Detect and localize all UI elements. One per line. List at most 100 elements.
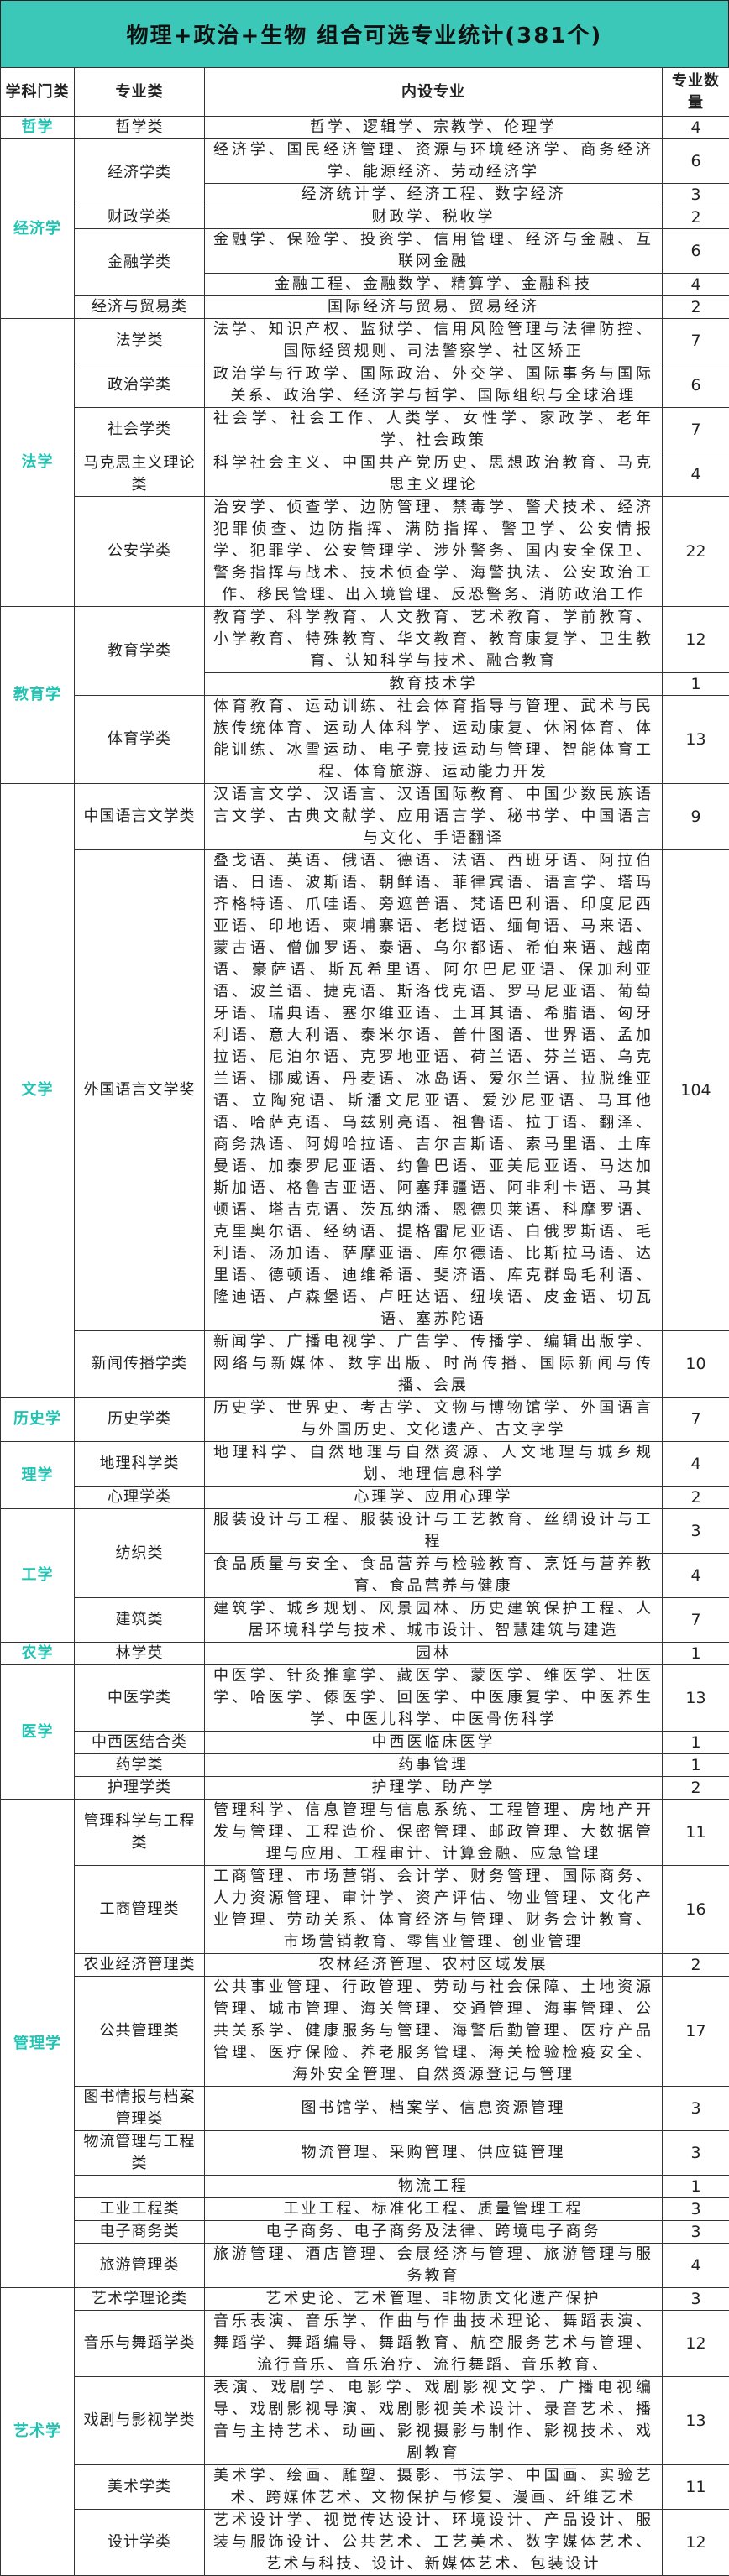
count-cell: 104 — [663, 850, 729, 1331]
majors-cell: 体育教育、运动训练、社会体育指导与管理、武术与民族传统体育、运动人体科学、运动康… — [205, 696, 663, 784]
count-cell: 1 — [663, 673, 729, 696]
table-row: 经济学经济学类经济学、国民经济管理、资源与环境经济学、商务经济学、能源经济、劳动… — [1, 139, 729, 184]
group-cell: 管理科学与工程类 — [75, 1800, 205, 1866]
majors-cell: 汉语言文学、汉语言、汉语国际教育、中国少数民族语言文学、古典文献学、应用语言学、… — [205, 784, 663, 850]
count-cell: 2 — [663, 1487, 729, 1509]
count-cell: 22 — [663, 497, 729, 607]
category-cell: 医学 — [1, 1665, 75, 1800]
count-cell: 3 — [663, 2131, 729, 2176]
count-cell: 3 — [663, 2087, 729, 2131]
group-cell: 地理科学类 — [75, 1442, 205, 1487]
majors-cell: 科学社会主义、中国共产党历史、思想政治教育、马克思主义理论 — [205, 452, 663, 497]
group-cell: 工业工程类 — [75, 2198, 205, 2221]
category-cell: 经济学 — [1, 139, 75, 319]
count-cell: 7 — [663, 408, 729, 452]
header-row: 学科门类 专业类 内设专业 专业数量 — [1, 68, 729, 117]
count-cell: 11 — [663, 2465, 729, 2510]
group-cell: 音乐与舞蹈学类 — [75, 2311, 205, 2377]
category-cell: 农学 — [1, 1643, 75, 1665]
count-cell: 7 — [663, 1598, 729, 1643]
count-cell: 10 — [663, 1331, 729, 1398]
count-cell: 2 — [663, 1777, 729, 1800]
table-row: 教育学教育学类教育学、科学教育、人文教育、艺术教育、学前教育、小学教育、特殊教育… — [1, 607, 729, 673]
category-cell: 工学 — [1, 1509, 75, 1643]
majors-cell: 护理学、助产学 — [205, 1777, 663, 1800]
majors-cell: 园林 — [205, 1643, 663, 1665]
majors-cell: 音乐表演、音乐学、作曲与作曲技术理论、舞蹈表演、舞蹈学、舞蹈编导、舞蹈教育、航空… — [205, 2311, 663, 2377]
count-cell: 6 — [663, 139, 729, 184]
group-cell: 设计学类 — [75, 2510, 205, 2576]
majors-cell: 治安学、侦查学、边防管理、禁毒学、警犬技术、经济犯罪侦查、边防指挥、满防指挥、警… — [205, 497, 663, 607]
count-cell: 6 — [663, 229, 729, 274]
group-cell: 公共管理类 — [75, 1977, 205, 2087]
table-row: 公安学类治安学、侦查学、边防管理、禁毒学、警犬技术、经济犯罪侦查、边防指挥、满防… — [1, 497, 729, 607]
count-cell: 6 — [663, 363, 729, 408]
count-cell: 7 — [663, 1398, 729, 1442]
majors-cell: 新闻学、广播电视学、广告学、传播学、编辑出版学、网络与新媒体、数字出版、时尚传播… — [205, 1331, 663, 1398]
group-cell: 护理学类 — [75, 1777, 205, 1800]
table-row: 建筑类建筑学、城乡规划、风景园林、历史建筑保护工程、人居环境科学与技术、城市设计… — [1, 1598, 729, 1643]
count-cell: 12 — [663, 2510, 729, 2576]
group-cell: 体育学类 — [75, 696, 205, 784]
group-cell: 社会学类 — [75, 408, 205, 452]
majors-cell: 物流管理、采购管理、供应链管理 — [205, 2131, 663, 2176]
group-cell: 美术学类 — [75, 2465, 205, 2510]
group-cell: 金融学类 — [75, 229, 205, 296]
count-cell: 1 — [663, 1643, 729, 1665]
header-category: 学科门类 — [1, 68, 75, 117]
table-row: 美术学类美术学、绘画、雕塑、摄影、书法学、中国画、实验艺术、跨媒体艺术、文物保护… — [1, 2465, 729, 2510]
header-majors: 内设专业 — [205, 68, 663, 117]
group-cell: 马克思主义理论类 — [75, 452, 205, 497]
count-cell: 1 — [663, 2176, 729, 2198]
group-cell: 艺术学理论类 — [75, 2288, 205, 2311]
group-cell: 政治学类 — [75, 363, 205, 408]
majors-cell: 社会学、社会工作、人类学、女性学、家政学、老年学、社会政策 — [205, 408, 663, 452]
majors-cell: 工商管理、市场营销、会计学、财务管理、国际商务、人力资源管理、审计学、资产评估、… — [205, 1866, 663, 1954]
category-cell: 管理学 — [1, 1800, 75, 2288]
count-cell: 4 — [663, 117, 729, 139]
majors-cell: 中医学、针灸推拿学、藏医学、蒙医学、维医学、壮医学、哈医学、傣医学、回医学、中医… — [205, 1665, 663, 1732]
table-row: 公共管理类公共事业管理、行政管理、劳动与社会保障、土地资源管理、城市管理、海关管… — [1, 1977, 729, 2087]
count-cell: 3 — [663, 2288, 729, 2311]
majors-cell: 美术学、绘画、雕塑、摄影、书法学、中国画、实验艺术、跨媒体艺术、文物保护与修复、… — [205, 2465, 663, 2510]
count-cell: 4 — [663, 452, 729, 497]
table-row: 文学中国语言文学类汉语言文学、汉语言、汉语国际教育、中国少数民族语言文学、古典文… — [1, 784, 729, 850]
majors-cell: 中西医临床医学 — [205, 1732, 663, 1754]
majors-cell: 艺术史论、艺术管理、非物质文化遗产保护 — [205, 2288, 663, 2311]
count-cell: 4 — [663, 1442, 729, 1487]
count-cell: 4 — [663, 1554, 729, 1598]
count-cell: 3 — [663, 2198, 729, 2221]
majors-cell: 金融学、保险学、投资学、信用管理、经济与金融、互联网金融 — [205, 229, 663, 274]
majors-cell: 旅游管理、酒店管理、会展经济与管理、旅游管理与服务教育 — [205, 2244, 663, 2288]
group-cell: 法学类 — [75, 319, 205, 363]
majors-cell: 教育技术学 — [205, 673, 663, 696]
count-cell: 2 — [663, 1954, 729, 1977]
group-cell: 中国语言文学类 — [75, 784, 205, 850]
group-cell: 教育学类 — [75, 607, 205, 696]
category-cell: 教育学 — [1, 607, 75, 784]
group-cell: 图书情报与档案管理类 — [75, 2087, 205, 2131]
group-cell: 药学类 — [75, 1754, 205, 1777]
page-title: 物理+政治+生物 组合可选专业统计(381个) — [127, 18, 603, 50]
majors-cell: 电子商务、电子商务及法律、跨境电子商务 — [205, 2221, 663, 2244]
group-cell: 纺织类 — [75, 1509, 205, 1598]
table-row: 设计学类艺术设计学、视觉传达设计、环境设计、产品设计、服装与服饰设计、公共艺术、… — [1, 2510, 729, 2576]
table-row: 历史学历史学类历史学、世界史、考古学、文物与博物馆学、外国语言与外国历史、文化遗… — [1, 1398, 729, 1442]
majors-cell: 表演、戏剧学、电影学、戏剧影视文学、广播电视编导、戏剧影视导演、戏剧影视美术设计… — [205, 2377, 663, 2465]
group-cell: 外国语言文学奖 — [75, 850, 205, 1331]
majors-cell: 建筑学、城乡规划、风景园林、历史建筑保护工程、人居环境科学与技术、城市设计、智慧… — [205, 1598, 663, 1643]
count-cell: 9 — [663, 784, 729, 850]
table-row: 政治学类政治学与行政学、国际政治、外交学、国际事务与国际关系、政治学、经济学与哲… — [1, 363, 729, 408]
